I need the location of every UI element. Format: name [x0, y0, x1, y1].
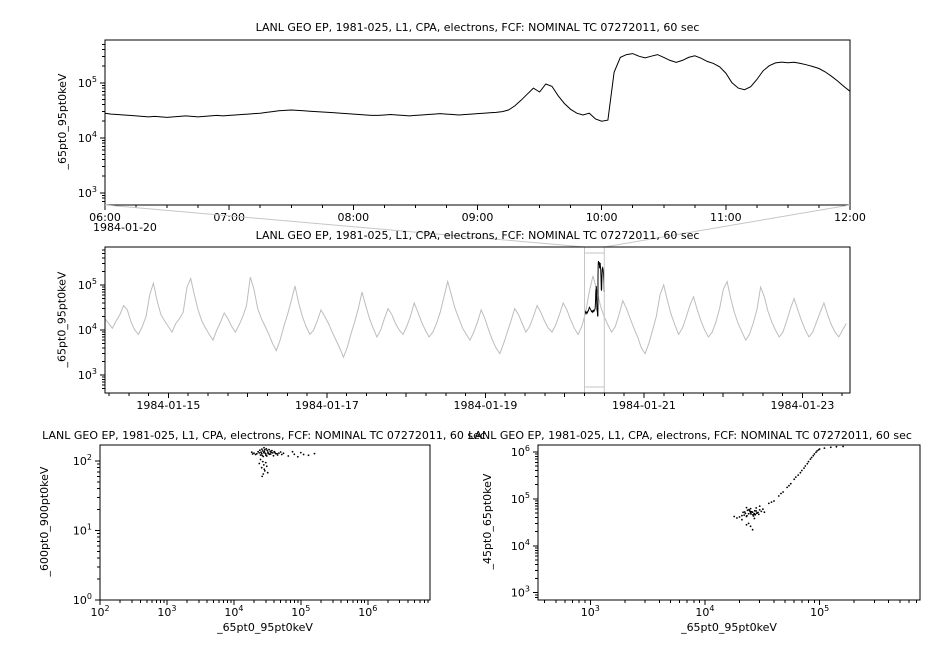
tick-label: 1984-01-15 [136, 399, 200, 412]
tick-label: 07:00 [213, 211, 245, 224]
top-plot-area[interactable] [104, 39, 851, 206]
top-panel: 103 104 105 06:00 07:00 08:00 09:00 10:00 11:00 1… [78, 39, 866, 224]
scatter-left-title: LANL GEO EP, 1981-025, L1, CPA, electron… [42, 429, 486, 442]
scatter-left-plot-area[interactable] [99, 444, 431, 601]
tick-label: 1984-01-21 [612, 399, 676, 412]
top-panel-ylabel: _65pt0_95pt0keV [56, 73, 69, 170]
zoom-box[interactable] [583, 246, 605, 394]
tick-label: 105 [78, 75, 97, 90]
tick-label: 100 [73, 592, 92, 607]
tick-label: 104 [695, 604, 714, 619]
tick-label: 105 [78, 277, 97, 292]
tick-label: 10:00 [586, 211, 618, 224]
tick-label: 104 [78, 322, 97, 337]
tick-label: 103 [511, 585, 530, 600]
tick-label: 104 [224, 604, 243, 619]
tick-label: 106 [511, 444, 530, 459]
scatter-left-xlabel: _65pt0_95pt0keV [217, 621, 313, 634]
tick-label: 102 [90, 604, 109, 619]
tick-label: 105 [810, 604, 829, 619]
scatter-points [250, 446, 316, 478]
tick-label: 12:00 [834, 211, 866, 224]
tick-label: 103 [78, 185, 97, 200]
x-axis-context-date: 1984-01-20 [93, 221, 157, 234]
scatter-left-panel: 100 101 102 102 103 104 105 106 [73, 444, 431, 619]
tick-label: 106 [358, 604, 377, 619]
tick-label: 104 [511, 538, 530, 553]
context-panel: 103 104 105 1984-01-15 1984-01-17 1984-01-19 1… [78, 204, 851, 412]
tick-label: 08:00 [337, 211, 369, 224]
tick-label: 103 [581, 604, 600, 619]
tick-label: 103 [157, 604, 176, 619]
tick-label: 1984-01-23 [770, 399, 834, 412]
tick-label: 1984-01-17 [295, 399, 359, 412]
scatter-right-xlabel: _65pt0_95pt0keV [681, 621, 777, 634]
scatter-left-ylabel: _600pt0_900pt0keV [38, 466, 51, 577]
tick-label: 105 [511, 491, 530, 506]
tick-label: 09:00 [462, 211, 494, 224]
top-panel-title: LANL GEO EP, 1981-025, L1, CPA, electron… [255, 21, 700, 34]
tick-label: 101 [73, 523, 92, 538]
scatter-right-ylabel: _45pt0_65pt0keV [481, 473, 494, 570]
zoom-series-line [105, 53, 850, 122]
zoom-connector-right [604, 204, 851, 248]
scatter-right-plot-area[interactable] [537, 444, 921, 601]
tick-label: 102 [73, 453, 92, 468]
tick-label: 104 [78, 130, 97, 145]
context-series-line [105, 275, 847, 359]
tick-label: 103 [78, 367, 97, 382]
scatter-right-panel: 103 104 105 106 103 104 105 [511, 444, 921, 619]
tick-label: 11:00 [710, 211, 742, 224]
tick-label: 105 [291, 604, 310, 619]
overlay-series-line [584, 261, 605, 317]
context-plot-area[interactable] [104, 246, 851, 394]
scatter-points [733, 445, 844, 531]
context-panel-title: LANL GEO EP, 1981-025, L1, CPA, electron… [255, 229, 700, 242]
scatter-right-title: LANL GEO EP, 1981-025, L1, CPA, electron… [468, 429, 912, 442]
context-panel-ylabel: _65pt0_95pt0keV [55, 271, 69, 368]
tick-label: 06:00 [89, 211, 121, 224]
zoom-connector-left [104, 204, 585, 248]
tick-label: 1984-01-19 [453, 399, 517, 412]
